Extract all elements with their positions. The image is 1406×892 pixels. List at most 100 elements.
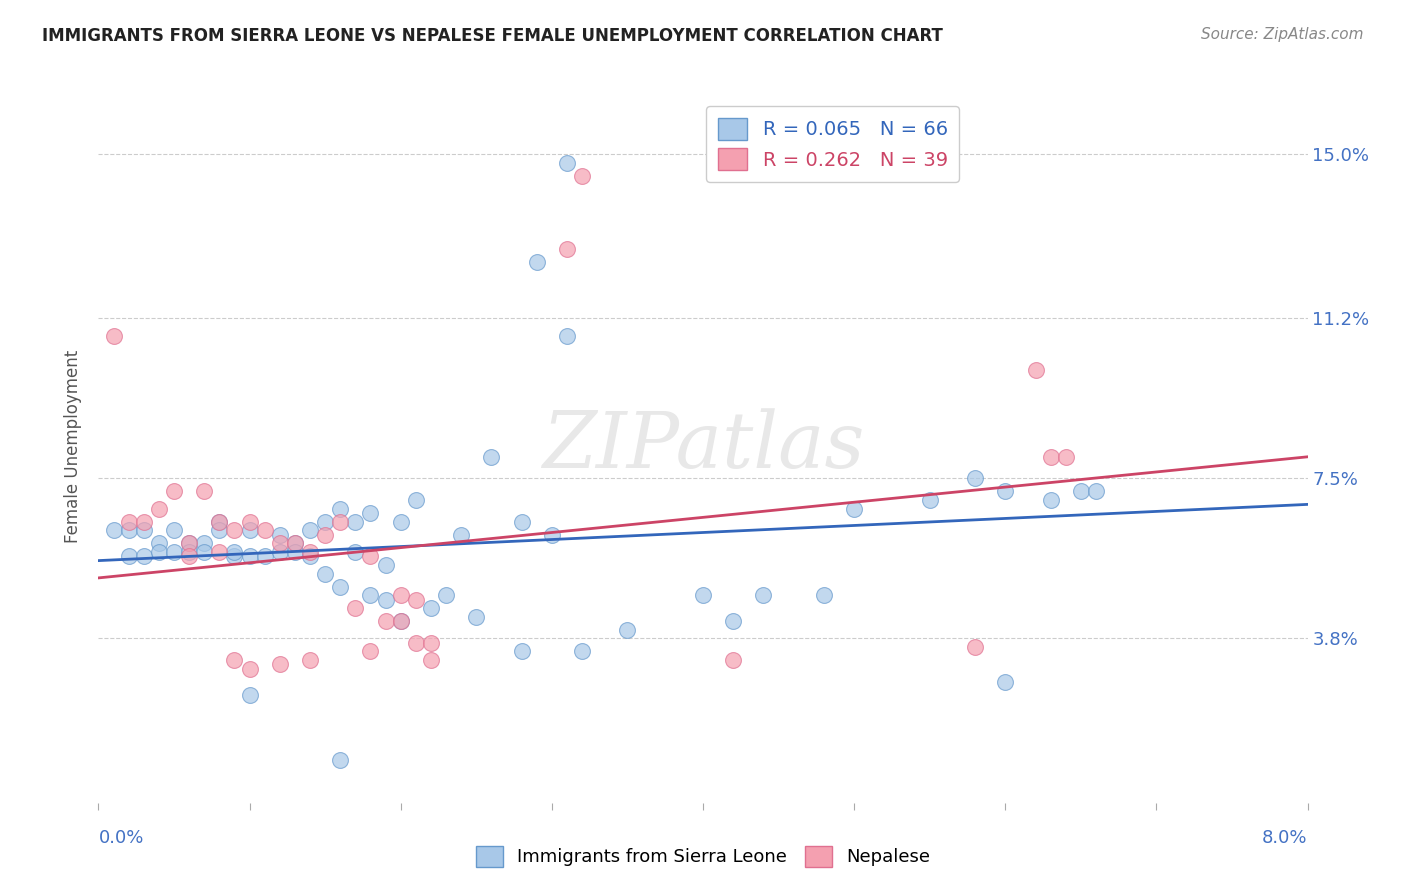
Point	[555, 242, 578, 256]
Point	[193, 545, 215, 559]
Point	[253, 524, 276, 538]
Point	[269, 657, 291, 672]
Point	[360, 644, 382, 658]
Point	[752, 588, 775, 602]
Point	[208, 515, 231, 529]
Text: ZIPatlas: ZIPatlas	[541, 408, 865, 484]
Point	[118, 515, 141, 529]
Y-axis label: Female Unemployment: Female Unemployment	[65, 350, 83, 542]
Point	[224, 653, 246, 667]
Point	[329, 753, 352, 767]
Point	[179, 536, 201, 550]
Point	[389, 614, 412, 628]
Point	[405, 592, 427, 607]
Point	[118, 549, 141, 564]
Point	[571, 169, 593, 183]
Point	[299, 524, 322, 538]
Point	[299, 653, 322, 667]
Point	[450, 527, 472, 541]
Point	[1025, 363, 1047, 377]
Point	[1039, 450, 1062, 464]
Point	[179, 549, 201, 564]
Point	[526, 255, 548, 269]
Point	[965, 640, 987, 654]
Point	[555, 155, 578, 169]
Point	[208, 524, 231, 538]
Text: 0.0%: 0.0%	[98, 829, 143, 847]
Point	[1054, 450, 1077, 464]
Point	[132, 524, 155, 538]
Point	[239, 662, 262, 676]
Point	[284, 545, 307, 559]
Point	[224, 545, 246, 559]
Point	[405, 493, 427, 508]
Point	[239, 549, 262, 564]
Point	[269, 527, 291, 541]
Point	[344, 601, 367, 615]
Point	[103, 524, 125, 538]
Point	[179, 536, 201, 550]
Point	[329, 580, 352, 594]
Point	[239, 515, 262, 529]
Text: Source: ZipAtlas.com: Source: ZipAtlas.com	[1201, 27, 1364, 42]
Point	[360, 549, 382, 564]
Point	[1070, 484, 1092, 499]
Point	[253, 549, 276, 564]
Point	[299, 545, 322, 559]
Point	[844, 501, 866, 516]
Point	[723, 614, 745, 628]
Point	[405, 636, 427, 650]
Point	[389, 588, 412, 602]
Point	[329, 501, 352, 516]
Point	[163, 545, 186, 559]
Point	[193, 484, 215, 499]
Point	[103, 328, 125, 343]
Point	[360, 588, 382, 602]
Point	[692, 588, 714, 602]
Point	[571, 644, 593, 658]
Legend: Immigrants from Sierra Leone, Nepalese: Immigrants from Sierra Leone, Nepalese	[468, 838, 938, 874]
Point	[132, 515, 155, 529]
Point	[1085, 484, 1108, 499]
Point	[510, 515, 533, 529]
Point	[994, 484, 1017, 499]
Point	[389, 614, 412, 628]
Point	[374, 614, 396, 628]
Point	[284, 536, 307, 550]
Point	[374, 592, 396, 607]
Point	[269, 536, 291, 550]
Text: IMMIGRANTS FROM SIERRA LEONE VS NEPALESE FEMALE UNEMPLOYMENT CORRELATION CHART: IMMIGRANTS FROM SIERRA LEONE VS NEPALESE…	[42, 27, 943, 45]
Point	[163, 484, 186, 499]
Point	[299, 549, 322, 564]
Point	[918, 493, 941, 508]
Point	[148, 545, 170, 559]
Point	[179, 545, 201, 559]
Point	[616, 623, 638, 637]
Point	[344, 515, 367, 529]
Point	[389, 515, 412, 529]
Point	[420, 636, 443, 650]
Point	[193, 536, 215, 550]
Point	[723, 653, 745, 667]
Legend: R = 0.065   N = 66, R = 0.262   N = 39: R = 0.065 N = 66, R = 0.262 N = 39	[706, 106, 959, 182]
Point	[420, 653, 443, 667]
Point	[360, 506, 382, 520]
Point	[434, 588, 457, 602]
Point	[465, 610, 488, 624]
Point	[239, 524, 262, 538]
Point	[208, 545, 231, 559]
Point	[510, 644, 533, 658]
Point	[994, 674, 1017, 689]
Point	[314, 566, 336, 581]
Point	[374, 558, 396, 572]
Point	[163, 524, 186, 538]
Point	[224, 549, 246, 564]
Point	[555, 328, 578, 343]
Point	[132, 549, 155, 564]
Point	[148, 501, 170, 516]
Point	[813, 588, 835, 602]
Point	[224, 524, 246, 538]
Point	[314, 515, 336, 529]
Point	[314, 527, 336, 541]
Point	[148, 536, 170, 550]
